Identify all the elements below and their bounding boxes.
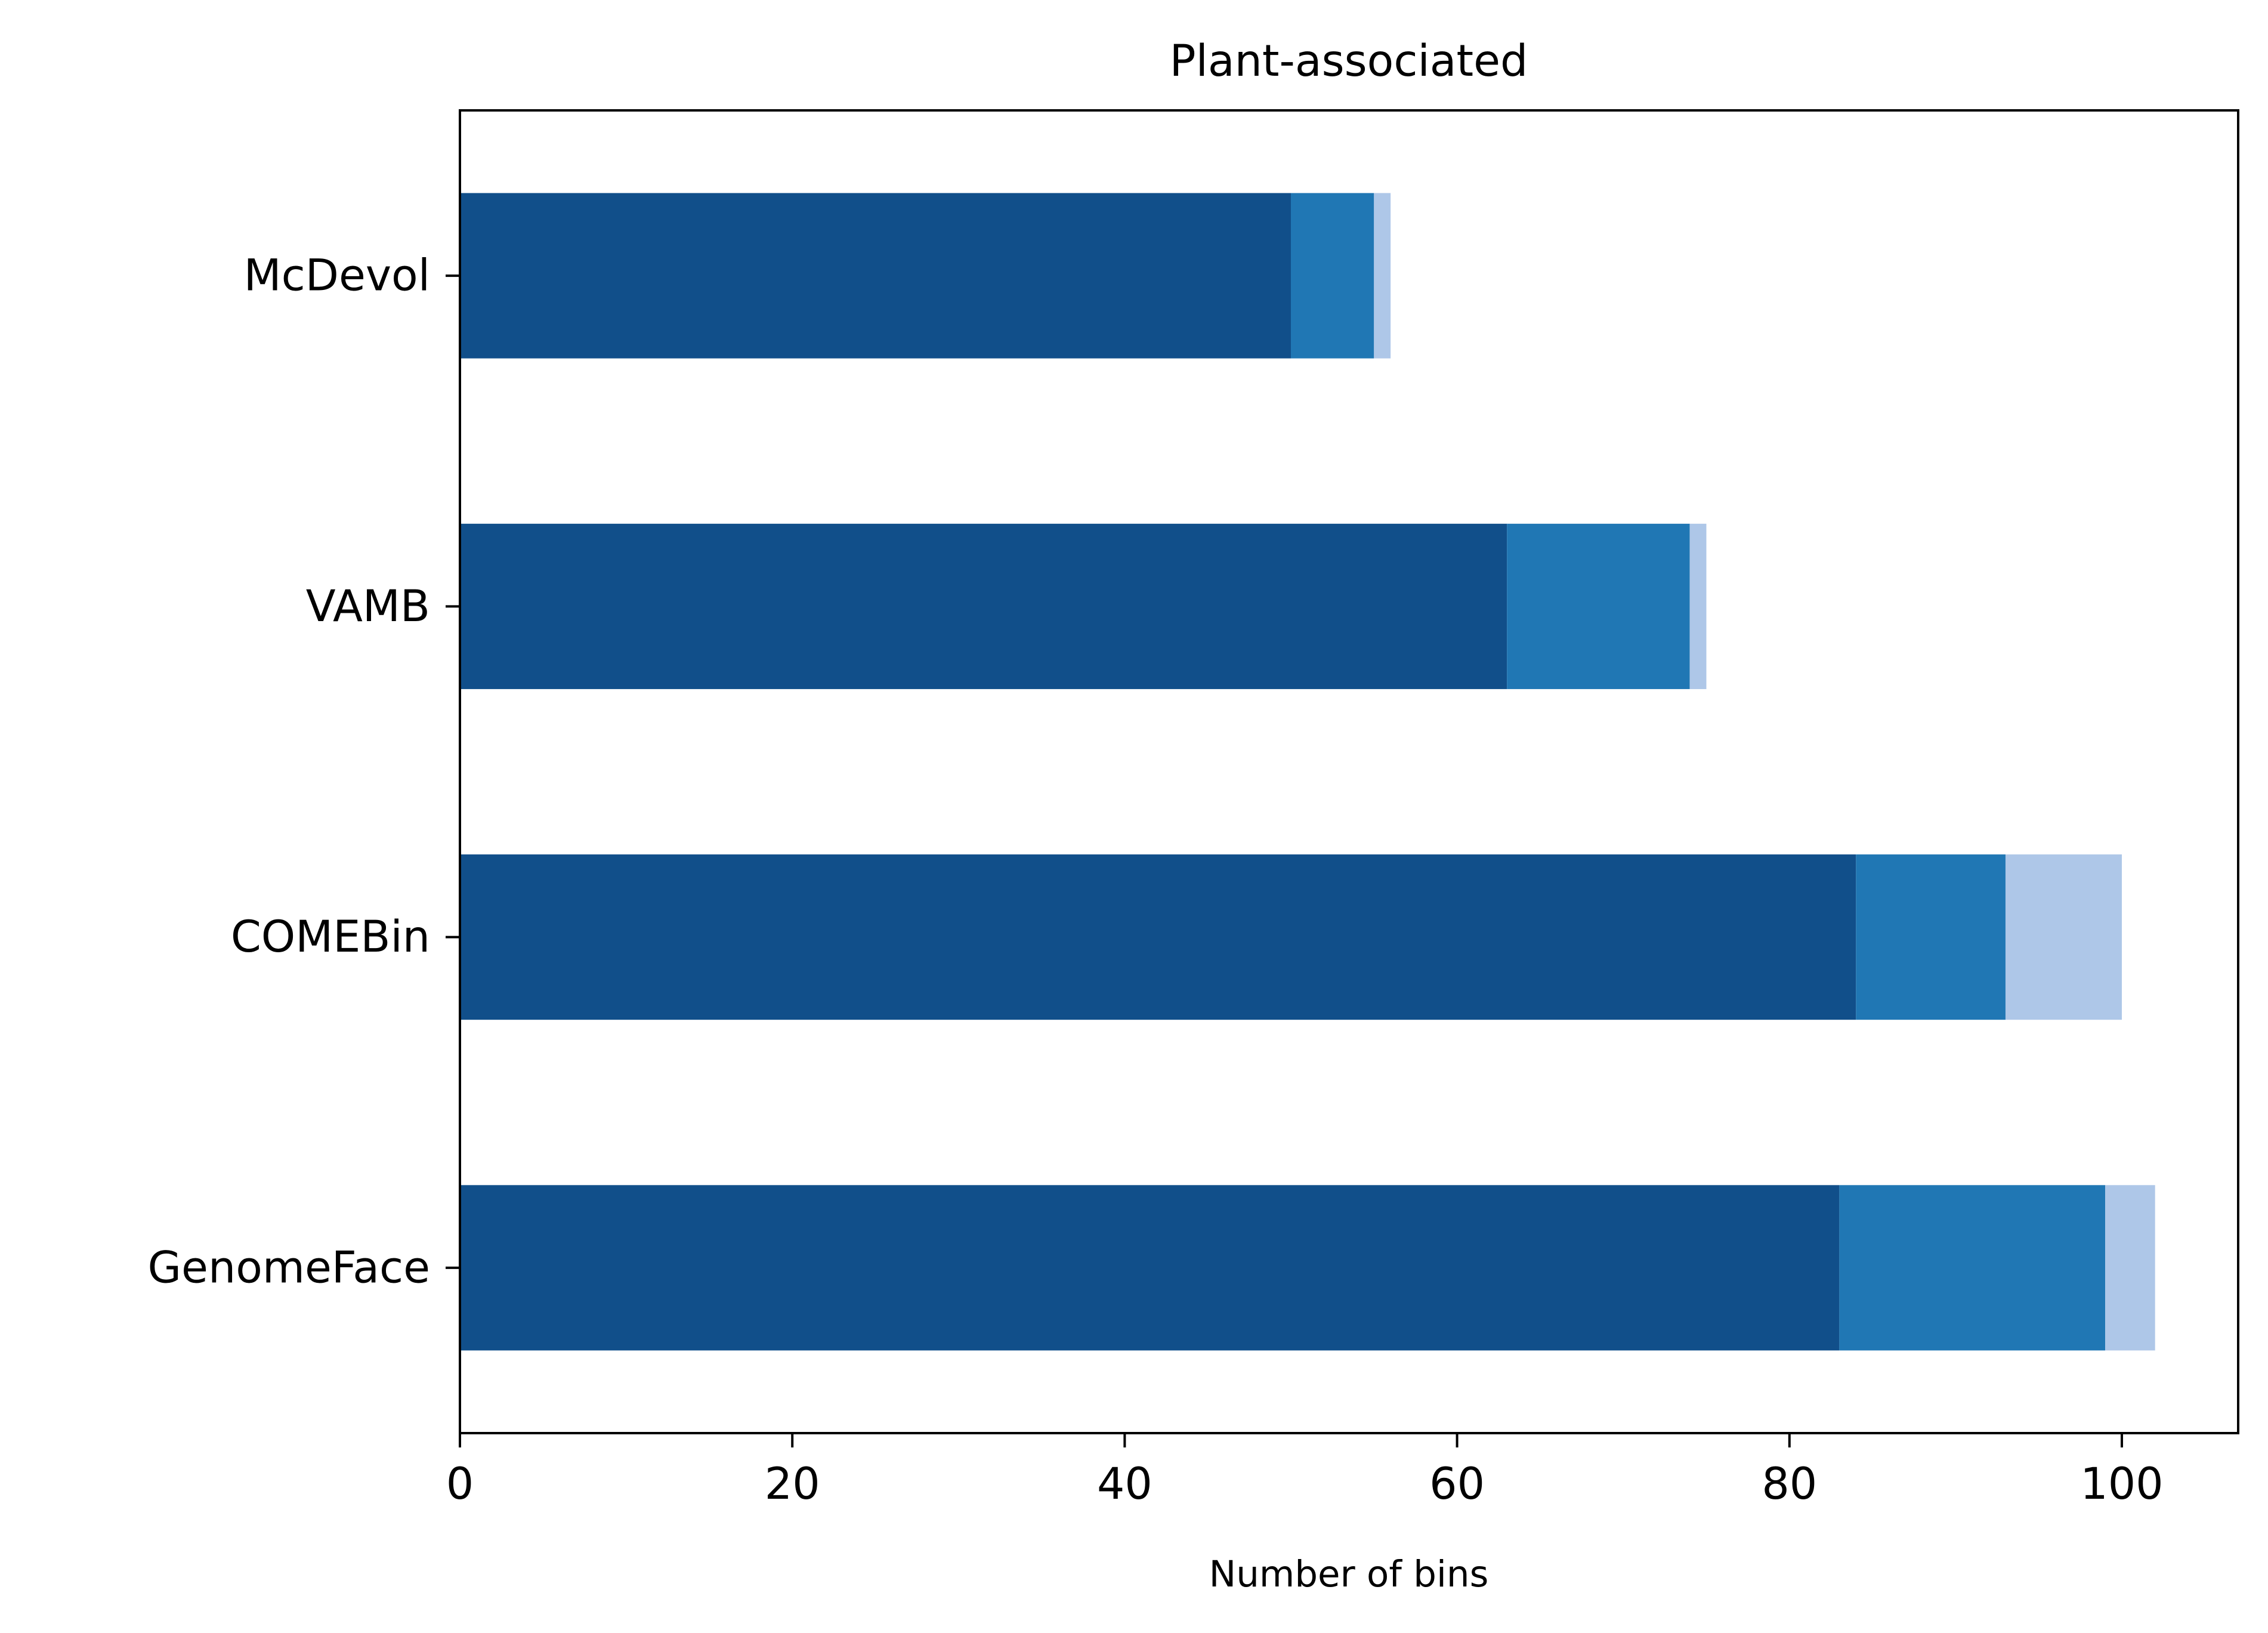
x-axis-label: Number of bins [1209,1553,1489,1595]
bar-genomeface-segment-1 [460,1185,1840,1351]
x-tick-label: 40 [1097,1459,1152,1509]
bar-vamb-segment-1 [460,523,1507,689]
bar-genomeface-segment-2 [1839,1185,2106,1351]
x-tick-label: 80 [1762,1459,1817,1509]
y-tick-label: McDevol [244,251,430,301]
chart-title: Plant-associated [1170,36,1528,87]
x-tick-label: 0 [446,1459,474,1509]
bars-layer [460,193,2155,1351]
bar-mcdevol-segment-2 [1290,193,1374,359]
plot-area-frame [459,109,2239,1434]
y-tick-label: GenomeFace [147,1242,430,1293]
x-axis: 0 20 40 60 80 100 [446,1433,2164,1509]
bar-comebin-segment-3 [2005,854,2122,1020]
bar-mcdevol-segment-3 [1374,193,1391,359]
y-axis: McDevol VAMB COMEBin GenomeFace [147,251,460,1293]
bar-vamb-segment-2 [1507,523,1690,689]
x-tick-label: 100 [2080,1459,2163,1509]
bar-mcdevol-segment-1 [460,193,1291,359]
bar-comebin-segment-2 [1856,854,2006,1020]
bar-vamb-segment-3 [1689,523,1707,689]
y-tick-label: VAMB [306,581,430,632]
bar-genomeface-segment-3 [2105,1185,2155,1351]
bar-comebin-segment-1 [460,854,1856,1020]
x-tick-label: 20 [765,1459,820,1509]
x-tick-label: 60 [1429,1459,1485,1509]
y-tick-label: COMEBin [231,912,430,962]
